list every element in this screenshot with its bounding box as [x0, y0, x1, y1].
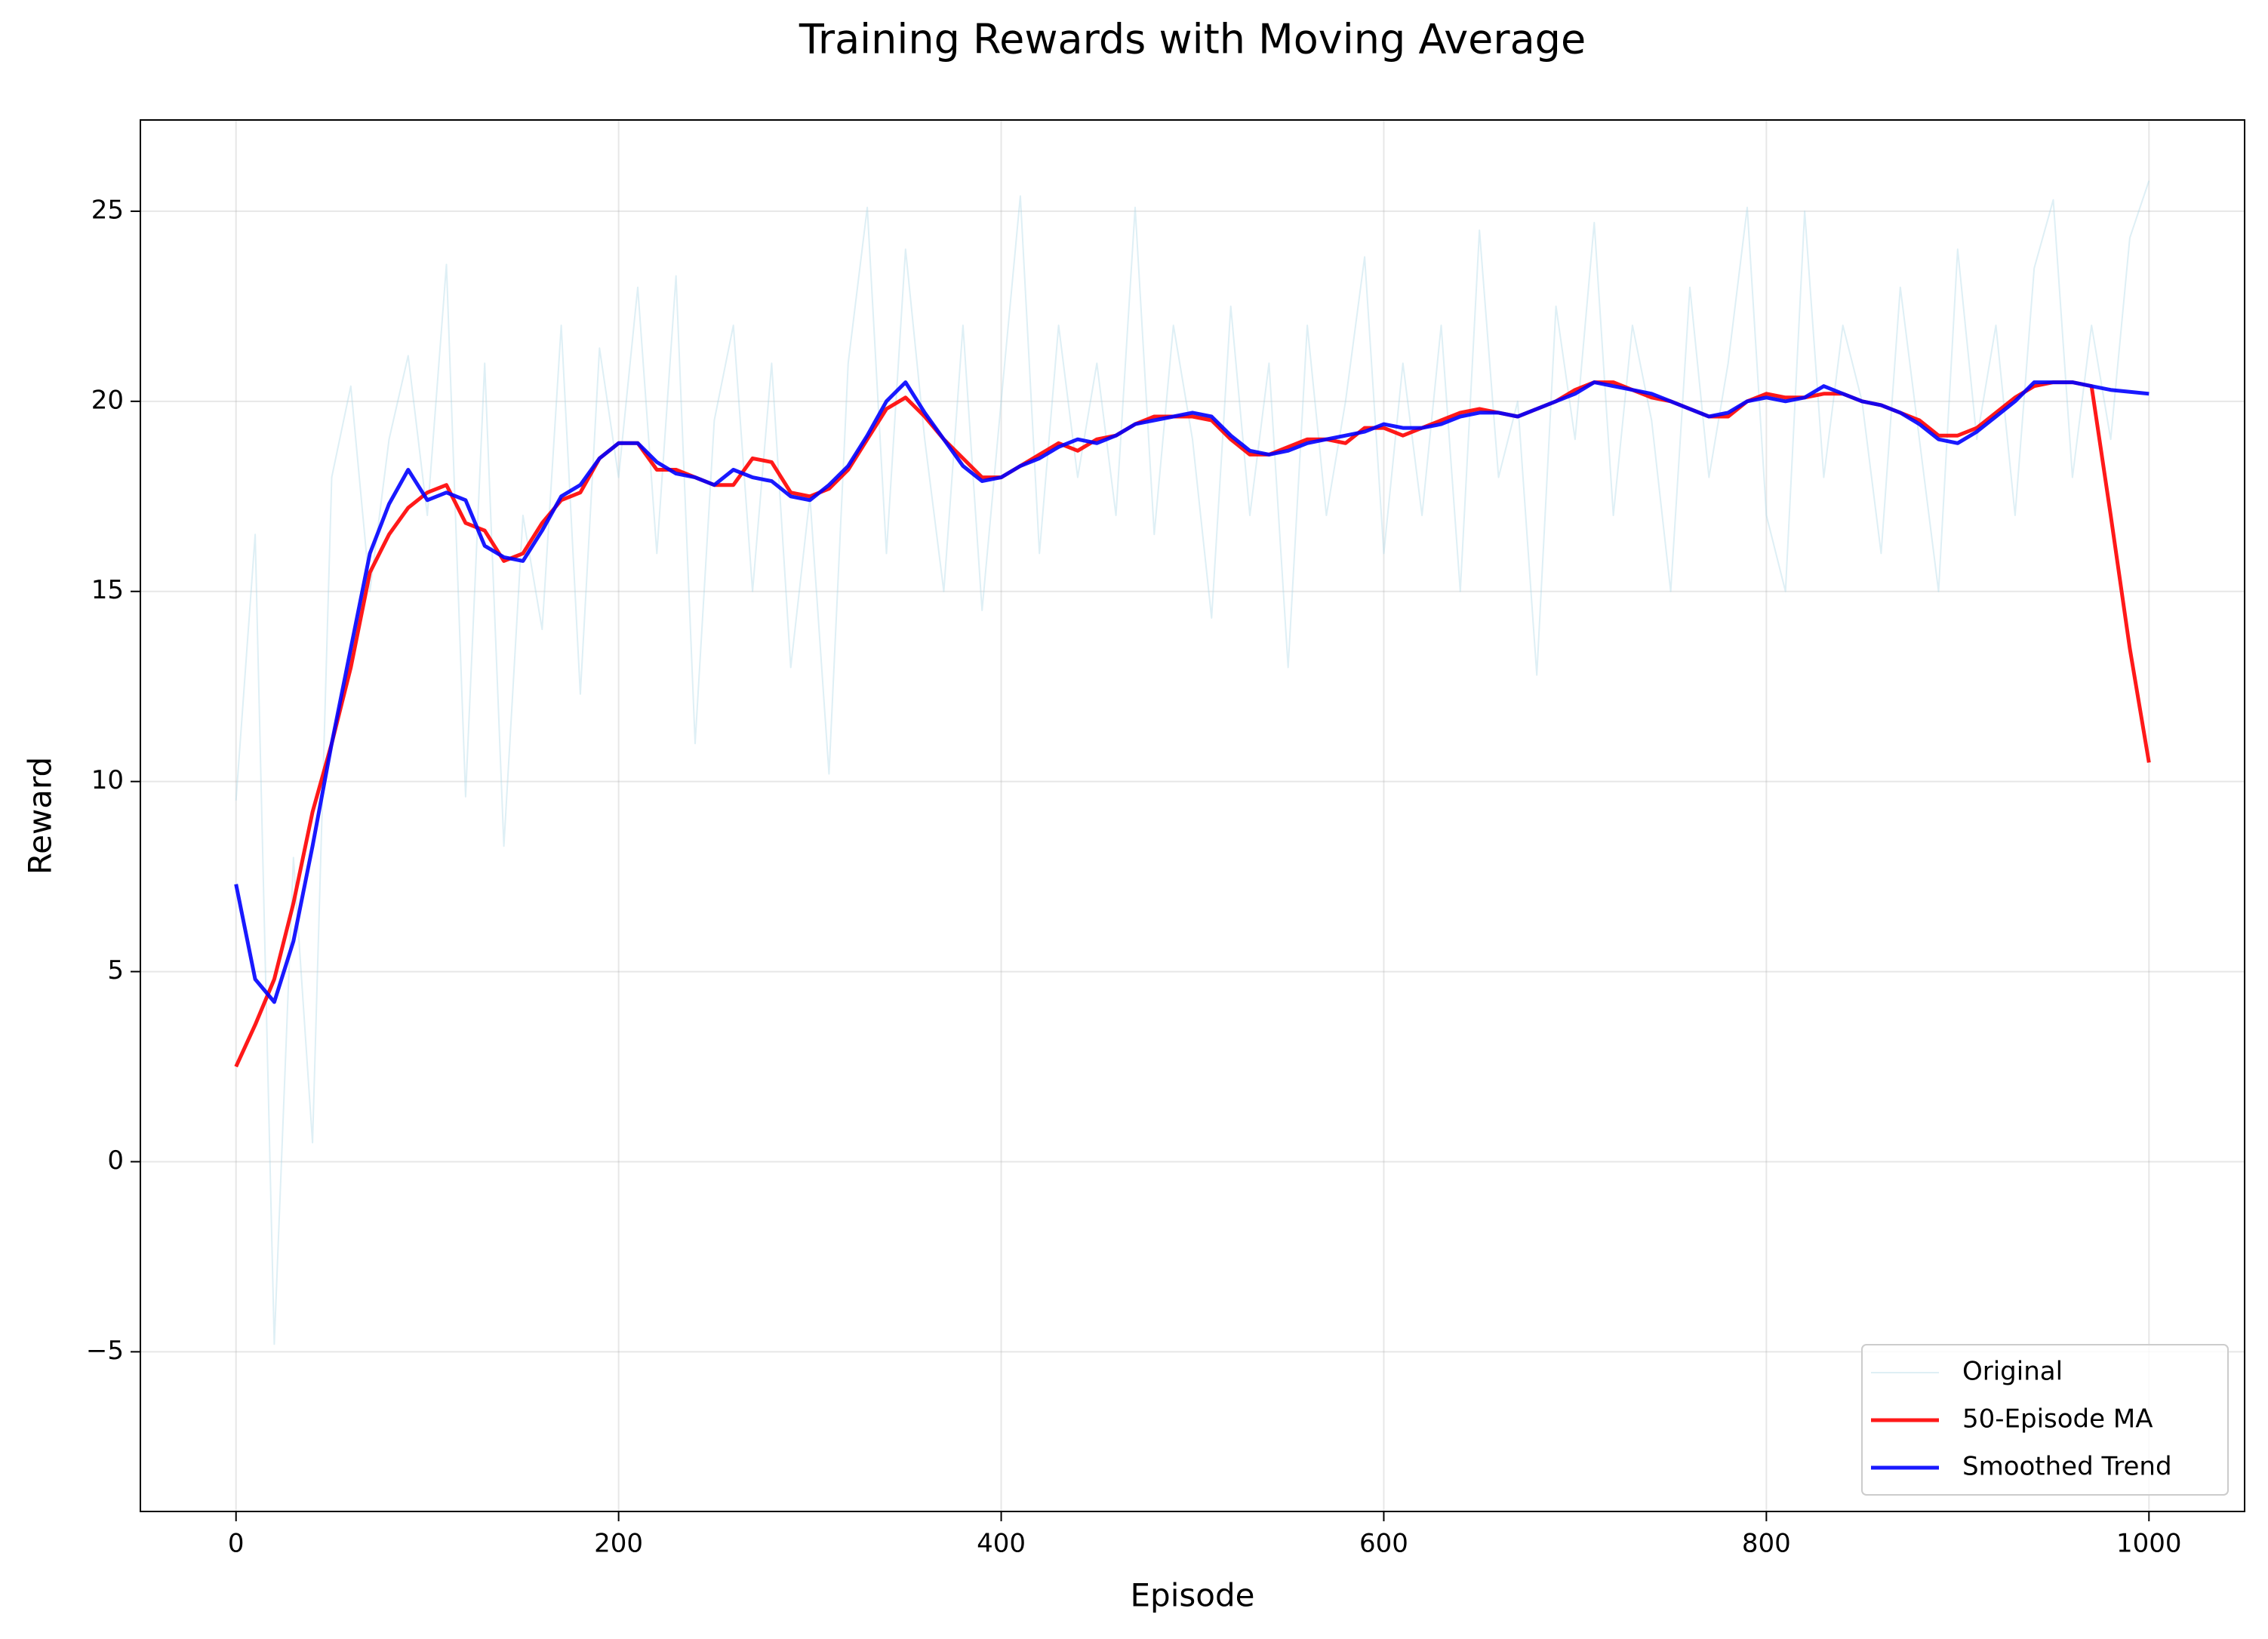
series-line [235, 180, 2150, 1345]
y-tick-label: 0 [107, 1145, 124, 1176]
x-tick-label: 800 [1742, 1529, 1791, 1559]
legend: Original 50-Episode MA Smoothed Trend [1861, 1344, 2229, 1496]
x-tick-label: 600 [1359, 1529, 1408, 1559]
y-tick-label: 5 [107, 955, 124, 986]
x-tick-label: 400 [977, 1529, 1026, 1559]
x-axis-label: Episode [1131, 1577, 1255, 1614]
legend-box [1861, 1344, 2229, 1496]
legend-label: Original [1962, 1357, 2063, 1387]
plot-frame [140, 119, 2245, 1512]
x-tick-label: 0 [228, 1529, 245, 1559]
y-tick-label: 10 [91, 765, 124, 795]
chart-title: Training Rewards with Moving Average [799, 16, 1586, 63]
legend-label: 50-Episode MA [1962, 1404, 2153, 1435]
y-tick-label: 15 [91, 575, 124, 605]
y-tick-label: 20 [91, 385, 124, 415]
x-tick-label: 1000 [2116, 1529, 2182, 1559]
x-tick-label: 200 [594, 1529, 643, 1559]
y-axis-label: Reward [22, 757, 59, 875]
y-tick-label: 25 [91, 195, 124, 225]
legend-label: Smoothed Trend [1962, 1452, 2172, 1482]
series-line [234, 380, 2150, 1004]
y-tick-label: −5 [86, 1336, 124, 1366]
